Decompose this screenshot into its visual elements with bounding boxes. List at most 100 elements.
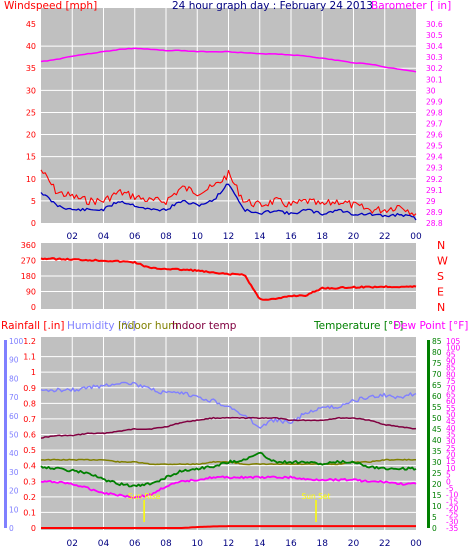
axis-tick-label: 0.7 bbox=[23, 415, 36, 424]
axis-tick-label: 60 bbox=[446, 397, 456, 406]
wind-gust-line bbox=[40, 169, 417, 217]
rain-axis: 0 0.1 0.2 0.3 0.4 0.5 0.6 0.7 0.8 0.9 1 1.1 1.2 bbox=[23, 337, 36, 533]
time-tick-label: 18 bbox=[317, 232, 329, 242]
axis-tick-label: 65 bbox=[432, 381, 442, 390]
axis-tick-label: 0 bbox=[446, 477, 451, 486]
axis-tick-label: 5 bbox=[31, 197, 36, 206]
sun-set-label: Sun Set bbox=[302, 492, 331, 501]
axis-tick-label: 40 bbox=[432, 436, 442, 445]
axis-tick-label: 20 bbox=[446, 451, 456, 460]
axis-tick-label: 35 bbox=[26, 64, 36, 73]
dewpoint-axis: -35-30-25-20-15-10-505101520253035404550… bbox=[446, 337, 461, 533]
humidity-line bbox=[40, 381, 417, 429]
wind-direction-line bbox=[40, 257, 417, 301]
wind-series-group bbox=[40, 47, 417, 221]
axis-tick-label: 30 bbox=[432, 458, 442, 467]
axis-tick-label: 0 bbox=[31, 524, 36, 533]
time-tick-label: 02 bbox=[67, 232, 78, 242]
windspeed-label: Windspeed [mph] bbox=[4, 0, 97, 12]
axis-tick-label: 45 bbox=[432, 425, 442, 434]
axis-tick-label: 270 bbox=[21, 257, 36, 266]
axis-tick-label: -35 bbox=[446, 524, 458, 533]
axis-tick-label: 70 bbox=[9, 393, 19, 402]
axis-tick-label: 29.4 bbox=[426, 153, 443, 162]
sun-markers: Sun Rise Sun Set bbox=[128, 492, 331, 522]
axis-tick-label: 50 bbox=[446, 410, 456, 419]
axis-tick-label: 0.1 bbox=[23, 508, 36, 517]
wind-grid bbox=[41, 8, 416, 223]
axis-tick-label: 60 bbox=[432, 392, 442, 401]
axis-tick-label: 0.3 bbox=[23, 477, 36, 486]
indoor-hum-label: Indoor hum bbox=[118, 320, 178, 332]
axis-tick-label: 100 bbox=[446, 344, 461, 353]
compass-label: N bbox=[437, 301, 445, 314]
time-tick-label: 22 bbox=[379, 539, 390, 549]
axis-tick-label: 30.6 bbox=[426, 20, 443, 29]
axis-tick-label: 55 bbox=[432, 403, 442, 412]
direction-grid bbox=[41, 243, 416, 309]
dewpoint-label: Dew Point [°F] bbox=[393, 320, 468, 332]
direction-series-group bbox=[40, 257, 417, 301]
axis-tick-label: 29.3 bbox=[426, 164, 443, 173]
barometer-axis: 28.8 28.9 29 29.1 29.2 29.3 29.4 29.5 29.6 29.7 29… bbox=[426, 20, 443, 228]
axis-tick-label: 29.9 bbox=[426, 97, 443, 106]
time-tick-label: 08 bbox=[160, 539, 172, 549]
axis-tick-label: 30.2 bbox=[426, 64, 443, 73]
wind-time-axis: 02 04 06 08 10 12 14 16 18 20 22 00 bbox=[67, 232, 422, 242]
compass-label: N bbox=[437, 239, 445, 252]
axis-tick-label: 70 bbox=[432, 370, 442, 379]
axis-tick-label: 35 bbox=[432, 447, 442, 456]
wind-left-axis: 0 5 10 15 20 25 30 35 40 45 bbox=[26, 20, 36, 228]
axis-tick-label: 30.5 bbox=[426, 31, 443, 40]
axis-tick-label: 50 bbox=[432, 414, 442, 423]
humidity-label: Humidity [%] bbox=[67, 320, 136, 332]
axis-tick-label: 28.8 bbox=[426, 219, 443, 228]
axis-tick-label: 65 bbox=[446, 390, 456, 399]
axis-tick-label: 95 bbox=[446, 350, 456, 359]
time-tick-label: 04 bbox=[98, 539, 110, 549]
axis-tick-label: 105 bbox=[446, 337, 461, 346]
time-tick-label: 12 bbox=[223, 539, 234, 549]
axis-tick-label: 85 bbox=[446, 364, 456, 373]
axis-tick-label: 75 bbox=[432, 359, 442, 368]
axis-tick-label: 40 bbox=[26, 42, 36, 51]
wind-average-line bbox=[40, 183, 417, 221]
axis-tick-label: 45 bbox=[446, 417, 456, 426]
axis-tick-label: 0 bbox=[31, 219, 36, 228]
rainfall-line bbox=[41, 525, 416, 529]
compass-label: W bbox=[437, 255, 448, 268]
axis-tick-label: 0 bbox=[432, 524, 437, 533]
time-tick-label: 08 bbox=[160, 232, 172, 242]
axis-tick-label: 25 bbox=[432, 469, 442, 478]
axis-tick-label: 90 bbox=[446, 357, 456, 366]
axis-tick-label: 30 bbox=[426, 86, 436, 95]
axis-tick-label: 70 bbox=[446, 384, 456, 393]
axis-tick-label: 1.2 bbox=[23, 337, 36, 346]
axis-tick-label: 30 bbox=[446, 437, 456, 446]
axis-tick-label: 29.6 bbox=[426, 131, 443, 140]
axis-tick-label: 360 bbox=[21, 241, 36, 250]
direction-axis: 0 90 180 270 360 bbox=[21, 241, 36, 312]
axis-tick-label: 30.1 bbox=[426, 75, 443, 84]
time-tick-label: 00 bbox=[410, 539, 422, 549]
time-tick-label: 18 bbox=[317, 539, 329, 549]
time-tick-label: 06 bbox=[129, 232, 141, 242]
axis-tick-label: 10 bbox=[432, 502, 442, 511]
axis-tick-label: 100 bbox=[9, 337, 24, 346]
axis-tick-label: 29.2 bbox=[426, 175, 443, 184]
axis-tick-label: 0 bbox=[31, 303, 36, 312]
axis-tick-label: 85 bbox=[432, 337, 442, 346]
axis-tick-label: 10 bbox=[446, 464, 456, 473]
indoor-temp-line bbox=[40, 416, 417, 439]
lower-grid bbox=[41, 337, 416, 530]
axis-tick-label: 0.9 bbox=[23, 384, 36, 393]
axis-tick-label: 15 bbox=[432, 491, 442, 500]
axis-tick-label: 30.4 bbox=[426, 42, 443, 51]
axis-tick-label: 180 bbox=[21, 272, 36, 281]
axis-tick-label: 25 bbox=[446, 444, 456, 453]
axis-tick-label: 80 bbox=[9, 374, 19, 383]
axis-tick-label: 35 bbox=[446, 431, 456, 440]
axis-tick-label: 20 bbox=[9, 487, 19, 496]
temperature-axis: 0 5 10 15 20 25 30 35 40 45 50 55 60 65 70 75 80 85 bbox=[432, 337, 442, 533]
